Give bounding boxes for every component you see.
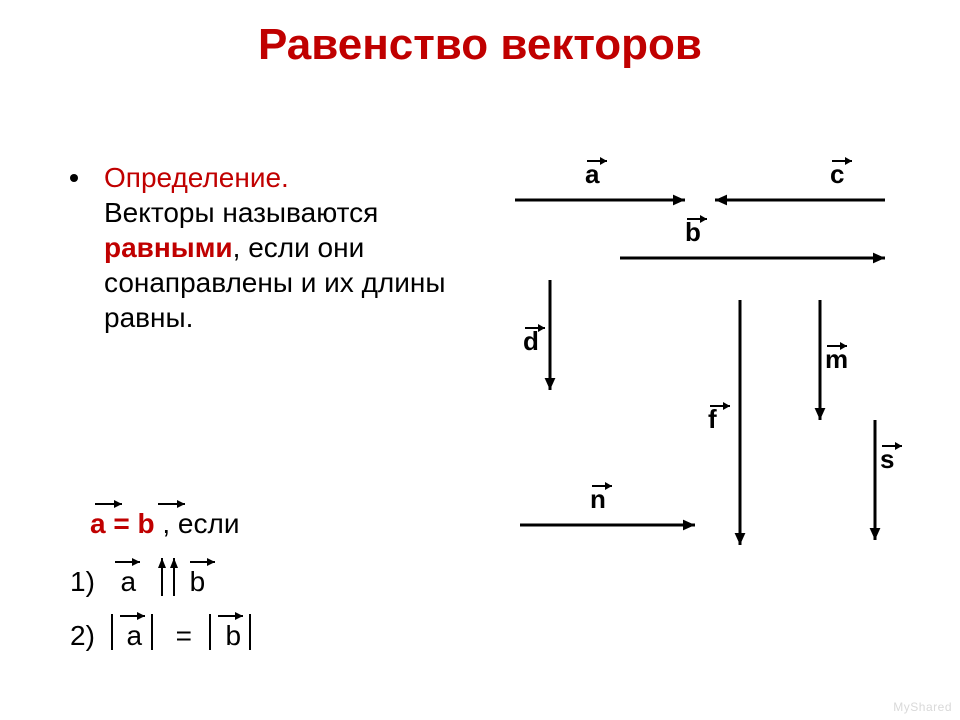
equation-line-3: 2) a = b — [70, 610, 330, 665]
eq3-eq: = — [176, 620, 192, 651]
para-bold: равными — [104, 232, 233, 263]
label-arrowhead-n — [605, 482, 612, 490]
definition-label: Определение. — [104, 160, 289, 195]
eq1-tail: , если — [155, 508, 240, 539]
vector-label-b: b — [685, 217, 701, 247]
body-text: Определение. Векторы называются равными,… — [70, 160, 470, 341]
label-arrowhead-b — [700, 215, 707, 223]
eq2-a: a — [120, 566, 136, 597]
arrowhead-s — [870, 528, 881, 540]
vector-label-m: m — [825, 344, 848, 374]
label-arrowhead-d — [538, 324, 545, 332]
eq2-b: b — [190, 566, 206, 597]
watermark: MyShared — [893, 700, 952, 714]
vector-label-s: s — [880, 444, 894, 474]
bullet-row: Определение. — [70, 160, 470, 195]
vector-label-f: f — [708, 404, 717, 434]
arrowhead-n — [683, 520, 695, 531]
label-arrowhead-f — [723, 402, 730, 410]
arrowhead-c — [715, 195, 727, 206]
slide-title: Равенство векторов — [0, 20, 960, 70]
bullet-icon — [70, 174, 78, 182]
vector-label-d: d — [523, 326, 539, 356]
vector-label-c: c — [830, 159, 844, 189]
eq1-ab: a = b — [90, 508, 155, 539]
arrowhead-d — [545, 378, 556, 390]
eq3-b: b — [226, 620, 242, 651]
arrowhead-a — [673, 195, 685, 206]
eq2-num: 1) — [70, 566, 95, 597]
equation-line-2: 1) a b — [70, 556, 290, 611]
equation-line-1: a = b , если — [90, 498, 390, 551]
label-arrowhead-a — [600, 157, 607, 165]
vector-label-a: a — [585, 159, 600, 189]
label-arrowhead-s — [895, 442, 902, 450]
slide: Равенство векторов Определение. Векторы … — [0, 0, 960, 720]
definition-paragraph: Векторы называются равными, если они сон… — [70, 195, 470, 335]
eq3-num: 2) — [70, 620, 95, 651]
vector-diagram: a c b d m f s n — [490, 150, 930, 570]
eq3-a: a — [126, 620, 142, 651]
arrowhead-b — [873, 253, 885, 264]
arrowhead-m — [815, 408, 826, 420]
para-pre: Векторы называются — [104, 197, 378, 228]
title-text: Равенство векторов — [258, 20, 702, 69]
label-arrowhead-c — [845, 157, 852, 165]
arrowhead-f — [735, 533, 746, 545]
vector-label-n: n — [590, 484, 606, 514]
